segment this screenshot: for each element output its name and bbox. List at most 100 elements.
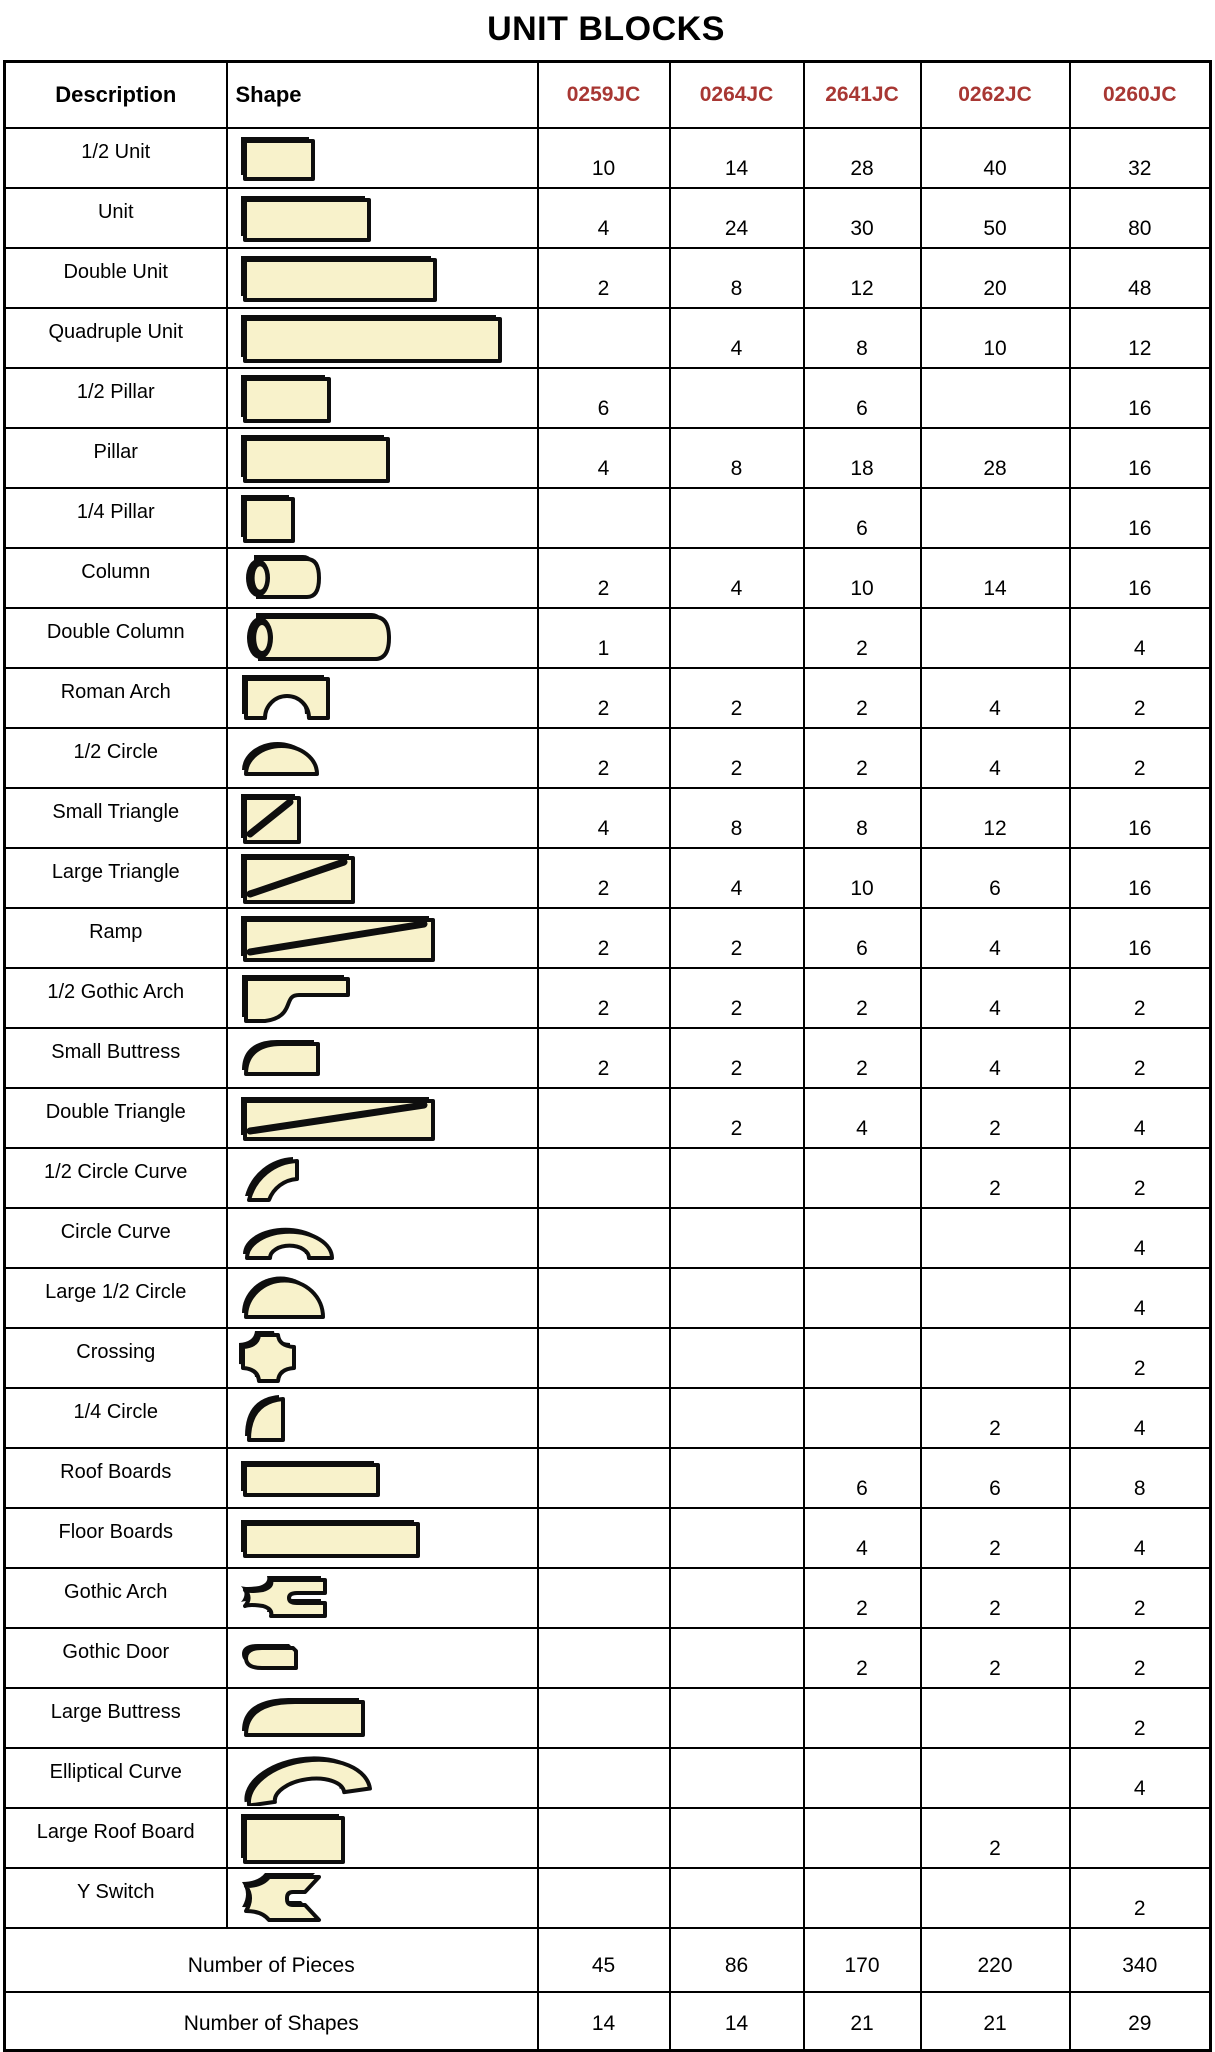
count-cell: 28 [919, 427, 1071, 489]
half-unit-icon [237, 133, 317, 183]
shape-cell [225, 1147, 539, 1209]
count-cell [536, 1627, 671, 1689]
count-cell: 2 [668, 727, 805, 789]
count-cell: 4 [1068, 607, 1212, 669]
row-description: 1/2 Gothic Arch [3, 967, 228, 1029]
count-cell [919, 1207, 1071, 1269]
shape-cell [225, 847, 539, 909]
table-row: Unit 4 24 30 50 80 [3, 187, 1212, 249]
table-row: 1/2 Gothic Arch 2 2 2 4 2 [3, 967, 1212, 1029]
elliptical-curve-icon [237, 1751, 382, 1806]
row-description: Double Column [3, 607, 228, 669]
count-cell: 32 [1068, 127, 1212, 189]
count-cell: 2 [536, 847, 671, 909]
count-cell: 6 [802, 487, 922, 549]
count-cell [668, 1447, 805, 1509]
summary-row: Number of Shapes 14 14 21 21 29 [3, 1991, 1212, 2051]
unit-icon [237, 192, 373, 244]
count-cell [536, 1087, 671, 1149]
row-description: Quadruple Unit [3, 307, 228, 369]
count-cell [802, 1807, 922, 1869]
count-cell: 6 [919, 847, 1071, 909]
shape-cell [225, 1207, 539, 1269]
summary-count-cell: 29 [1068, 1991, 1212, 2051]
count-cell [919, 1687, 1071, 1749]
row-description: Small Triangle [3, 787, 228, 849]
count-cell: 8 [668, 787, 805, 849]
table-row: 1/4 Circle 2 4 [3, 1387, 1212, 1449]
row-description: Crossing [3, 1327, 228, 1389]
row-description: Roof Boards [3, 1447, 228, 1509]
shape-cell [225, 1447, 539, 1509]
count-cell [802, 1267, 922, 1329]
large-triangle-icon [237, 850, 357, 906]
count-cell [536, 487, 671, 549]
count-cell: 24 [668, 187, 805, 249]
count-cell [536, 307, 671, 369]
shape-cell [225, 1087, 539, 1149]
table-row: Double Column 1 2 4 [3, 607, 1212, 669]
count-cell: 2 [536, 1027, 671, 1089]
count-cell [668, 1627, 805, 1689]
large-roof-board-icon [237, 1810, 347, 1866]
count-cell: 12 [1068, 307, 1212, 369]
count-cell [536, 1807, 671, 1869]
count-cell: 4 [668, 547, 805, 609]
shape-cell [225, 667, 539, 729]
count-cell: 8 [1068, 1447, 1212, 1509]
shape-cell [225, 187, 539, 249]
count-cell: 2 [668, 667, 805, 729]
count-cell: 10 [536, 127, 671, 189]
count-cell: 10 [802, 847, 922, 909]
count-cell: 4 [919, 667, 1071, 729]
count-cell: 16 [1068, 847, 1212, 909]
table-row: Roof Boards 6 6 8 [3, 1447, 1212, 1509]
y-switch-icon [237, 1870, 329, 1926]
count-cell [668, 1267, 805, 1329]
half-circle-icon [237, 736, 326, 780]
count-cell: 2 [802, 667, 922, 729]
shape-cell [225, 1747, 539, 1809]
column-header-0260jc: 0260JC [1068, 60, 1212, 129]
row-description: Gothic Arch [3, 1567, 228, 1629]
shape-cell [225, 1807, 539, 1869]
count-cell [919, 367, 1071, 429]
column-header-0264jc: 0264JC [668, 60, 805, 129]
count-cell: 4 [668, 847, 805, 909]
table-row: 1/2 Circle 2 2 2 4 2 [3, 727, 1212, 789]
table-row: 1/2 Pillar 6 6 16 [3, 367, 1212, 429]
table-row: Roman Arch 2 2 2 4 2 [3, 667, 1212, 729]
crossing-icon [237, 1330, 299, 1386]
header-row: Description Shape 0259JC 0264JC 2641JC 0… [3, 60, 1212, 129]
summary-count-cell: 170 [802, 1927, 922, 1993]
shape-cell [225, 1387, 539, 1449]
count-cell: 2 [802, 1627, 922, 1689]
count-cell: 2 [536, 247, 671, 309]
count-cell: 4 [1068, 1207, 1212, 1269]
count-cell: 2 [1068, 1327, 1212, 1389]
row-description: Roman Arch [3, 667, 228, 729]
count-cell: 16 [1068, 787, 1212, 849]
row-description: 1/2 Pillar [3, 367, 228, 429]
count-cell: 4 [668, 307, 805, 369]
circle-curve-icon [237, 1212, 342, 1264]
shape-cell [225, 607, 539, 669]
count-cell [668, 1327, 805, 1389]
large-half-circle-icon [237, 1273, 332, 1323]
count-cell: 6 [802, 1447, 922, 1509]
table-row: Large Roof Board 2 [3, 1807, 1212, 1869]
row-description: Circle Curve [3, 1207, 228, 1269]
count-cell: 2 [536, 907, 671, 969]
count-cell: 6 [919, 1447, 1071, 1509]
count-cell [536, 1207, 671, 1269]
quadruple-unit-icon [237, 311, 504, 365]
row-description: 1/4 Pillar [3, 487, 228, 549]
shape-cell [225, 1027, 539, 1089]
row-description: Y Switch [3, 1867, 228, 1929]
row-description: 1/2 Circle [3, 727, 228, 789]
count-cell: 8 [802, 787, 922, 849]
count-cell: 2 [536, 967, 671, 1029]
row-description: 1/2 Circle Curve [3, 1147, 228, 1209]
count-cell: 10 [919, 307, 1071, 369]
table-row: Ramp 2 2 6 4 16 [3, 907, 1212, 969]
